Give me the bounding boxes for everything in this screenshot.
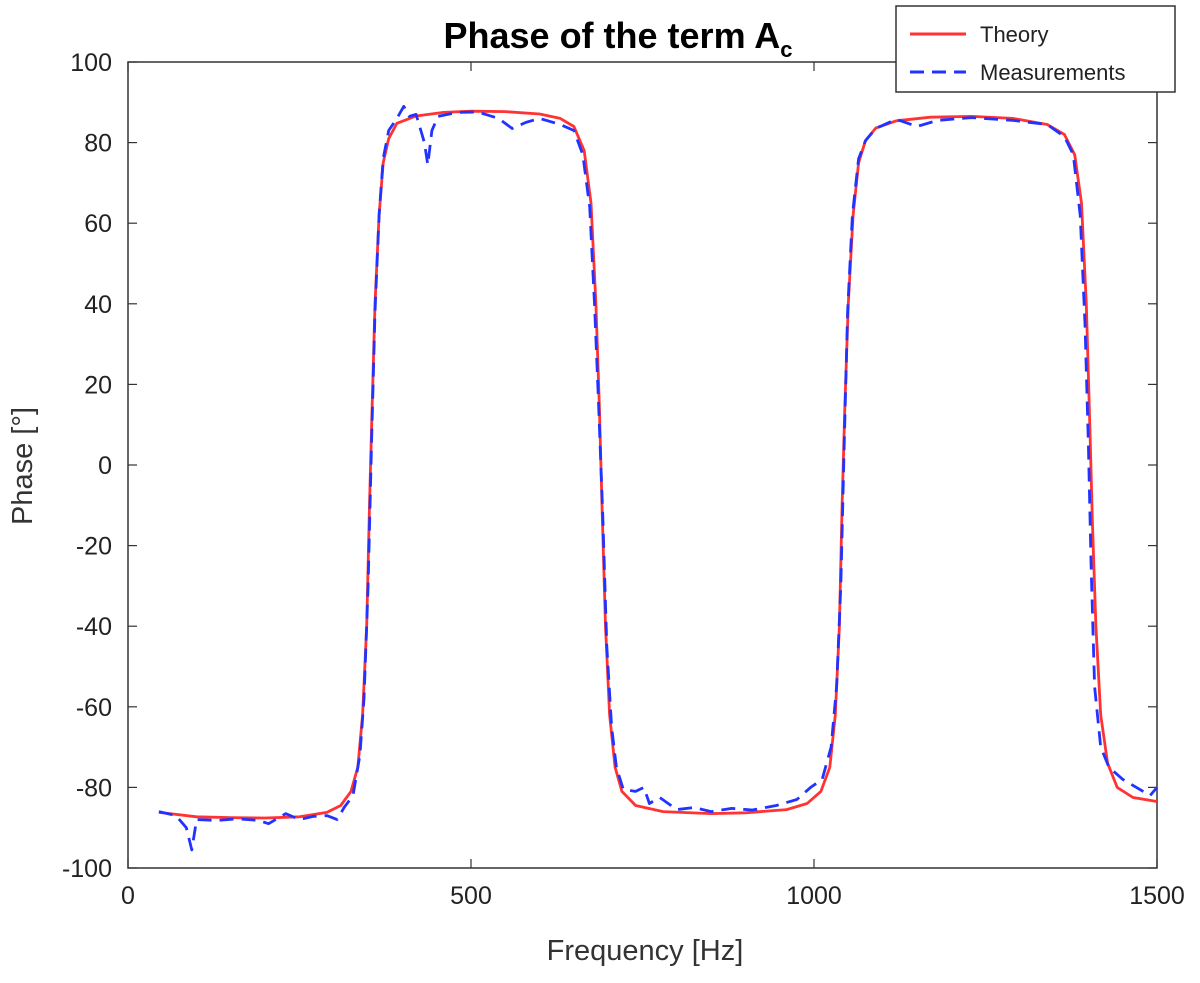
chart-title: Phase of the term Ac: [444, 15, 793, 62]
series-line-theory: [158, 109, 1158, 820]
y-tick-label: -60: [76, 694, 112, 722]
series-line-measurements: [158, 104, 1159, 852]
y-tick-label: 0: [98, 452, 112, 480]
legend-box: [895, 5, 1176, 93]
y-tick-label: -100: [62, 855, 112, 883]
series-layer: [158, 104, 1159, 852]
y-tick-label: 40: [84, 291, 112, 319]
chart-title-subscript: c: [780, 37, 792, 62]
chart-title-main: Phase of the term A: [444, 15, 781, 56]
y-tick-label: 60: [84, 210, 112, 238]
x-tick-label: 1000: [786, 882, 842, 910]
x-tick-label: 1500: [1129, 882, 1185, 910]
x-tick-label: 0: [121, 882, 135, 910]
y-tick-label: -20: [76, 533, 112, 561]
x-axis-label: Frequency [Hz]: [547, 935, 744, 967]
axis-ticks: 0 500 1000 1500 -100 -80 -60 -40 -20 0 20 40 60 80 100: [62, 49, 1185, 910]
y-tick-label: -40: [76, 613, 112, 641]
legend-label-theory: Theory: [980, 22, 1048, 47]
y-tick-label: 100: [70, 49, 112, 77]
plot-area: [127, 61, 1158, 869]
plot-frame: [127, 61, 1158, 869]
legend-label-measurements: Measurements: [980, 60, 1126, 85]
x-tick-label: 500: [450, 882, 492, 910]
y-tick-label: 80: [84, 130, 112, 158]
legend: Theory Measurements: [895, 5, 1176, 93]
y-tick-label: 20: [84, 371, 112, 399]
y-axis-label: Phase [°]: [7, 407, 39, 525]
y-tick-label: -80: [76, 774, 112, 802]
